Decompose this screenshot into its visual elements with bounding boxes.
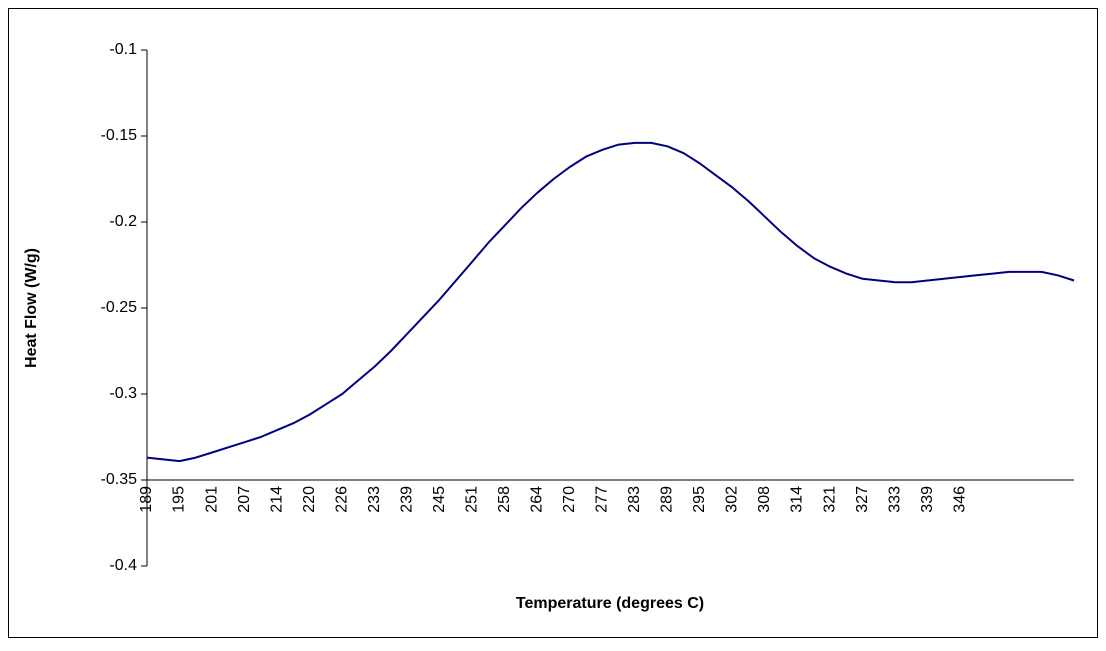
- y-tick-label: -0.25: [101, 299, 138, 316]
- y-tick-label: -0.15: [101, 127, 138, 144]
- x-axis-title: Temperature (degrees C): [516, 595, 704, 612]
- y-tick-label: -0.35: [101, 471, 138, 488]
- x-tick-label: 302: [724, 486, 741, 513]
- x-tick-label: 314: [789, 486, 806, 513]
- data-line: [146, 141, 1075, 463]
- y-tick-label: -0.1: [109, 41, 137, 58]
- y-axis-title: Heat Flow (W/g): [23, 248, 40, 368]
- x-tick-label: 251: [463, 486, 480, 513]
- y-tick-label: -0.4: [109, 557, 137, 574]
- x-tick-label: 289: [659, 486, 676, 513]
- x-tick-label: 270: [561, 486, 578, 513]
- x-tick-label: 189: [138, 486, 155, 513]
- x-tick-label: 264: [529, 486, 546, 513]
- x-tick-label: 258: [496, 486, 513, 513]
- x-tick-label: 245: [431, 486, 448, 513]
- x-tick-label: 233: [366, 486, 383, 513]
- x-tick-label: 201: [203, 486, 220, 513]
- x-tick-label: 277: [594, 486, 611, 513]
- chart-border: [8, 8, 1098, 638]
- x-tick-label: 308: [756, 486, 773, 513]
- x-tick-label: 327: [854, 486, 871, 513]
- x-tick-label: 220: [301, 486, 318, 513]
- y-tick-label: -0.3: [109, 385, 137, 402]
- x-tick-label: 346: [951, 486, 968, 513]
- x-tick-label: 283: [626, 486, 643, 513]
- x-tick-label: 195: [171, 486, 188, 513]
- x-tick-label: 214: [268, 486, 285, 513]
- x-tick-label: 239: [398, 486, 415, 513]
- x-tick-label: 207: [236, 486, 253, 513]
- x-tick-label: 321: [821, 486, 838, 513]
- x-tick-label: 333: [886, 486, 903, 513]
- x-tick-label: 295: [691, 486, 708, 513]
- y-tick-label: -0.2: [109, 213, 137, 230]
- x-tick-label: 339: [919, 486, 936, 513]
- x-tick-label: 226: [333, 486, 350, 513]
